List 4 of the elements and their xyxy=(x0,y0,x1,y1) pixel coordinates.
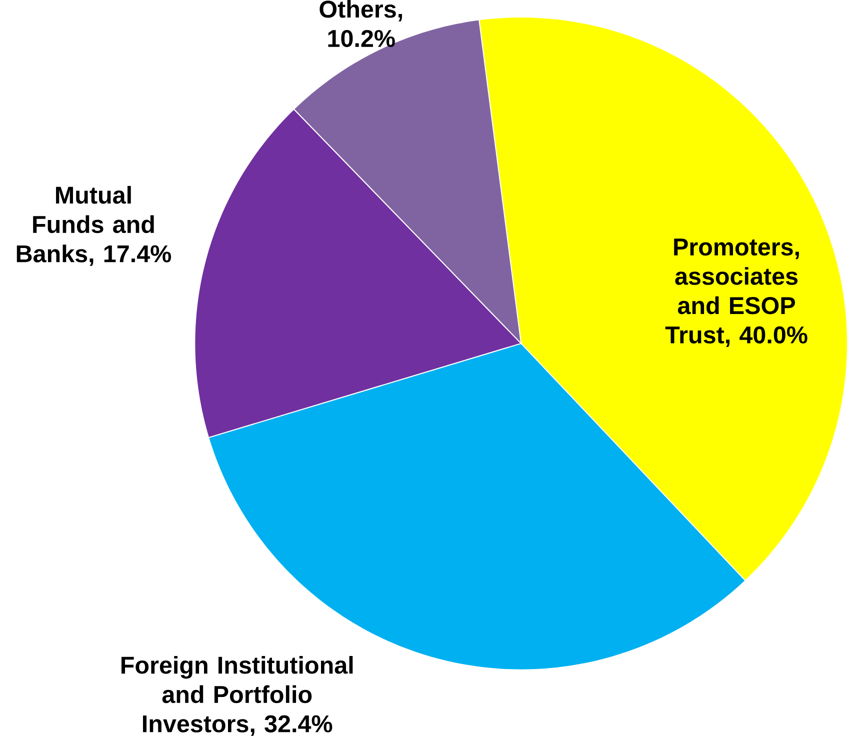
slice-label: Promoters, associates and ESOP Trust, 40.0% xyxy=(665,238,808,348)
slice-label: Foreign Institutional and Portfolio Investors, 32.4% xyxy=(122,656,353,736)
slice-label: Mutual Funds and Banks, 17.4% xyxy=(16,186,172,266)
slice-label: Others, 10.2% xyxy=(320,0,402,48)
